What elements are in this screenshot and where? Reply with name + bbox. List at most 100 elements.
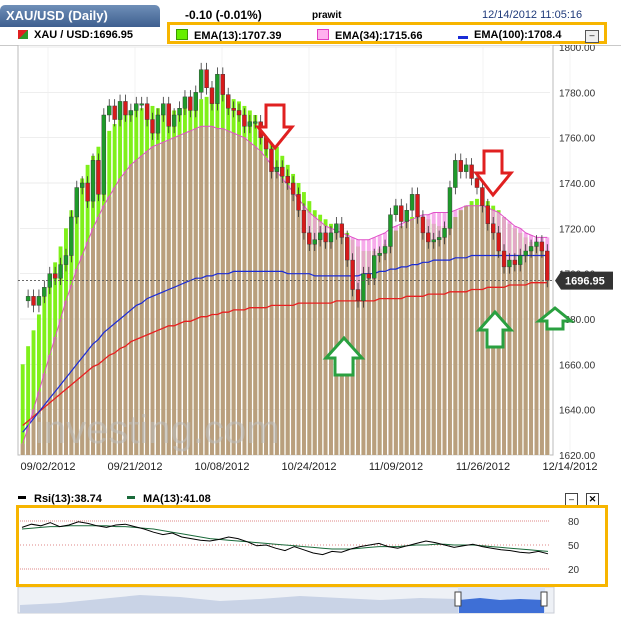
price-bar bbox=[31, 409, 36, 455]
price-bar bbox=[123, 171, 128, 455]
candle-body bbox=[31, 296, 36, 306]
candle-body bbox=[139, 103, 144, 106]
chart-title-tab[interactable]: XAU/USD (Daily) bbox=[0, 5, 160, 27]
rsi-highlight-box bbox=[16, 505, 608, 587]
candle-body bbox=[74, 187, 79, 218]
x-tick-label: 11/09/2012 bbox=[369, 461, 423, 473]
candle-body bbox=[209, 87, 215, 104]
candle-body bbox=[442, 228, 447, 238]
price-bar bbox=[545, 280, 550, 455]
ema200-line bbox=[22, 282, 548, 426]
candle-body bbox=[226, 94, 231, 109]
candle-body bbox=[518, 255, 523, 265]
candle-body bbox=[344, 237, 350, 261]
price-bar bbox=[150, 146, 155, 455]
price-bar bbox=[220, 128, 225, 455]
arrow-down-2 bbox=[472, 149, 515, 198]
price-bar bbox=[36, 391, 41, 455]
price-bar bbox=[377, 253, 382, 455]
candle-body bbox=[307, 232, 312, 245]
price-bar bbox=[291, 194, 296, 456]
price-bar bbox=[134, 160, 139, 455]
candle-body bbox=[161, 103, 166, 116]
price-bar bbox=[334, 230, 339, 455]
chart-datetime: 12/14/2012 11:05:16 bbox=[482, 9, 583, 21]
rsi-tick-label: 80 bbox=[568, 517, 580, 528]
candle-body bbox=[377, 253, 382, 256]
candle-body bbox=[393, 205, 399, 215]
price-bar bbox=[172, 137, 177, 455]
price-bar bbox=[323, 241, 328, 455]
candle-body bbox=[528, 246, 534, 252]
price-bar bbox=[183, 133, 187, 455]
price-bar bbox=[20, 443, 25, 455]
ema13-bar bbox=[26, 346, 31, 455]
candle-body bbox=[274, 166, 280, 172]
ema13-swatch-icon bbox=[176, 29, 188, 40]
price-bar bbox=[112, 187, 117, 456]
candle-body bbox=[269, 148, 274, 172]
candle-body bbox=[458, 160, 463, 172]
candle-body bbox=[366, 273, 372, 279]
y-tick-label: 1680.00 bbox=[559, 315, 596, 326]
price-bar bbox=[388, 237, 393, 455]
author-name: prawit bbox=[312, 10, 342, 21]
candle-body bbox=[42, 287, 47, 297]
candle-body bbox=[480, 187, 485, 206]
candle-body bbox=[312, 239, 317, 245]
ema100-line bbox=[22, 254, 548, 433]
price-bar bbox=[47, 355, 52, 455]
price-bar bbox=[101, 205, 106, 455]
rsi-legend: Rsi(13):38.74 MA(13):41.08 bbox=[18, 493, 211, 505]
price-bar bbox=[231, 133, 236, 455]
arrow-up-2 bbox=[475, 309, 515, 349]
price-bar bbox=[420, 232, 425, 455]
candle-body bbox=[420, 216, 426, 234]
price-bar bbox=[253, 146, 258, 455]
navigator-right-handle[interactable] bbox=[540, 591, 548, 607]
price-bar bbox=[518, 255, 523, 455]
rsi-ma-line bbox=[21, 525, 549, 552]
price-bar bbox=[399, 226, 404, 455]
navigator-left-handle[interactable] bbox=[454, 591, 462, 607]
minimize-icon[interactable]: – bbox=[585, 30, 599, 43]
price-bar bbox=[464, 205, 469, 455]
candle-body bbox=[501, 250, 507, 268]
price-bar bbox=[237, 135, 241, 455]
price-bar bbox=[26, 427, 31, 455]
navigator[interactable] bbox=[0, 587, 621, 629]
candle-body bbox=[220, 74, 226, 95]
rsi-tick-label: 20 bbox=[568, 565, 580, 576]
ema13-bar bbox=[31, 330, 36, 455]
rsi-close-icon[interactable]: ✕ bbox=[586, 493, 599, 506]
x-tick-label: 10/08/2012 bbox=[194, 461, 249, 473]
candle-body bbox=[323, 232, 328, 243]
candle-body bbox=[355, 289, 361, 302]
price-bar bbox=[242, 137, 247, 455]
price-bar bbox=[85, 241, 90, 455]
price-bar bbox=[193, 128, 198, 455]
navigator-selected-area bbox=[459, 598, 544, 613]
price-bar bbox=[458, 210, 463, 455]
rsi-swatch-icon bbox=[18, 496, 26, 499]
y-tick-label: 1800.00 bbox=[559, 45, 596, 54]
candle-body bbox=[171, 114, 177, 127]
price-bar bbox=[393, 230, 398, 455]
price-bar bbox=[307, 244, 312, 455]
candle-body bbox=[512, 259, 518, 265]
last-price-tag: 1696.95 bbox=[555, 271, 613, 290]
price-bar bbox=[437, 237, 442, 455]
candle-body bbox=[296, 194, 301, 211]
price-bar bbox=[496, 251, 501, 455]
price-bar bbox=[431, 239, 436, 455]
price-bar bbox=[215, 128, 220, 455]
candle-body bbox=[36, 296, 42, 306]
candle-body bbox=[25, 296, 31, 302]
price-bar bbox=[442, 228, 447, 455]
price-bar bbox=[107, 196, 112, 455]
candle-body bbox=[90, 160, 96, 202]
candle-body bbox=[447, 187, 453, 229]
ema34-line bbox=[22, 125, 548, 444]
candle-body bbox=[144, 103, 150, 120]
candle-body bbox=[52, 273, 58, 279]
